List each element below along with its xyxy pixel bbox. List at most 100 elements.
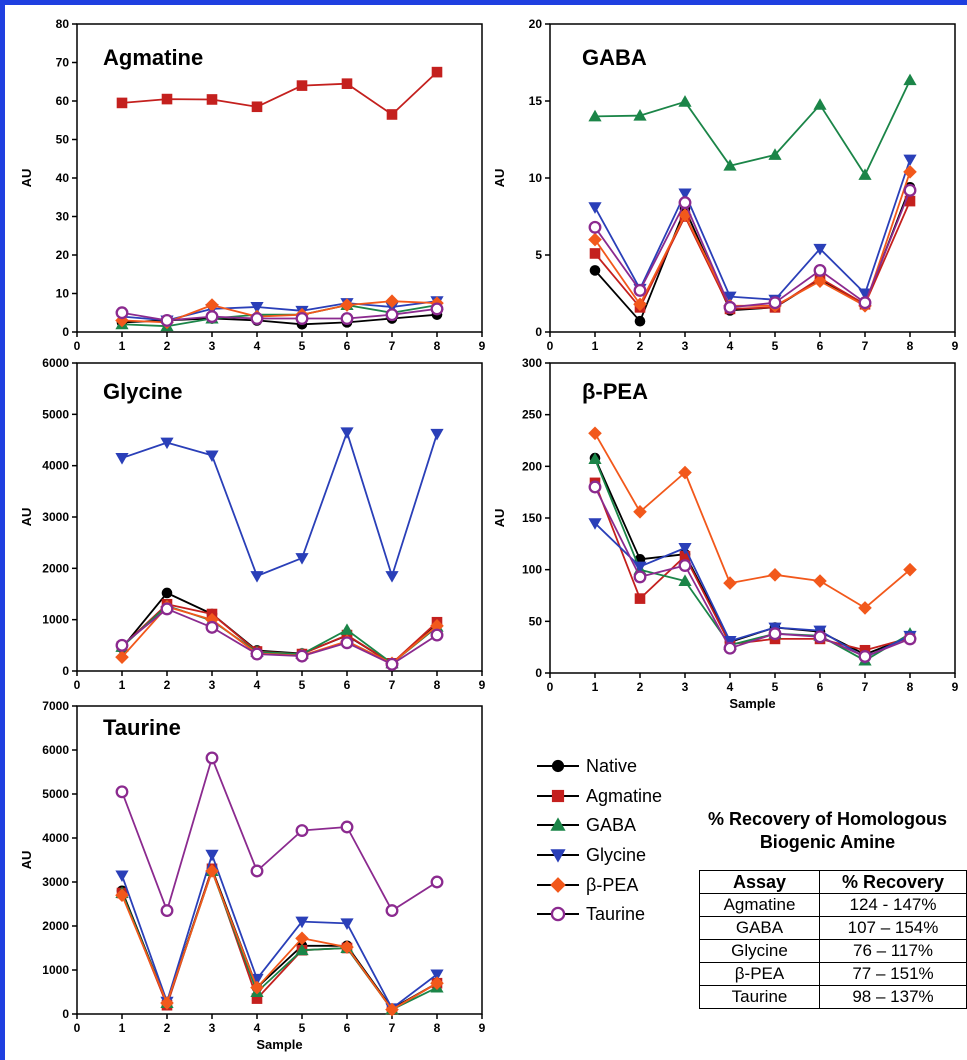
data-point-beta-pea bbox=[385, 1002, 399, 1017]
data-point-beta-pea bbox=[340, 298, 354, 312]
x-tick-label: 0 bbox=[74, 339, 81, 353]
series-line-gaba bbox=[121, 304, 438, 328]
series-line-glycine bbox=[121, 300, 438, 322]
data-point-taurine bbox=[430, 302, 444, 316]
table-row: GABA 107 – 154% bbox=[699, 916, 967, 940]
legend-item-native: Native bbox=[535, 752, 695, 782]
x-tick-label: 1 bbox=[592, 680, 599, 694]
data-point-taurine bbox=[768, 296, 782, 310]
series-line-taurine bbox=[594, 486, 911, 658]
legend-symbol bbox=[550, 849, 566, 863]
x-tick-label: 3 bbox=[209, 1021, 216, 1035]
data-point-beta-pea bbox=[903, 165, 917, 179]
legend-label-native: Native bbox=[586, 756, 638, 776]
y-tick-label: 70 bbox=[56, 56, 70, 70]
data-point-taurine bbox=[723, 300, 737, 314]
legend-label-gaba: GABA bbox=[586, 815, 637, 836]
data-point-beta-pea bbox=[813, 274, 827, 288]
data-point-beta-pea bbox=[115, 313, 129, 328]
data-point-glycine bbox=[160, 437, 174, 450]
x-tick-label: 5 bbox=[299, 678, 306, 692]
legend-marker-agmatine bbox=[537, 789, 579, 802]
y-tick-label: 300 bbox=[522, 356, 542, 370]
data-point-beta-pea bbox=[678, 208, 692, 222]
x-tick-label: 4 bbox=[254, 339, 261, 353]
data-point-gaba bbox=[813, 98, 827, 110]
data-point-glycine bbox=[903, 154, 917, 167]
data-point-taurine bbox=[430, 875, 444, 889]
data-point-taurine bbox=[858, 650, 872, 663]
data-point-beta-pea bbox=[903, 562, 917, 577]
x-tick-label: 0 bbox=[547, 680, 554, 694]
recovery-cell-percent: 124 - 147% bbox=[819, 893, 967, 917]
series-line-glycine bbox=[594, 522, 911, 659]
panel-glycine: 0 1000 2000 3000 4000 5000 6000 0 1 2 3 4 5 6 7 8 9 Glyci… bbox=[19, 356, 486, 692]
legend-symbol bbox=[551, 759, 565, 773]
recovery-title-line2: Biogenic Amine bbox=[759, 832, 896, 852]
x-tick-label: 5 bbox=[772, 339, 779, 353]
data-point-glycine bbox=[430, 969, 444, 981]
data-point-gaba bbox=[340, 623, 354, 635]
data-point-agmatine bbox=[206, 94, 218, 105]
data-point-agmatine bbox=[116, 97, 128, 109]
frame-border-left bbox=[0, 0, 5, 1060]
x-tick-label: 4 bbox=[254, 678, 261, 692]
data-point-glycine bbox=[205, 849, 219, 862]
data-point-agmatine bbox=[296, 80, 308, 91]
series-line-agmatine bbox=[594, 200, 911, 310]
series-line-gaba bbox=[594, 79, 911, 176]
x-tick-label: 3 bbox=[209, 678, 216, 692]
data-point-agmatine bbox=[904, 195, 916, 207]
x-tick-label: 6 bbox=[817, 339, 824, 353]
series-line-taurine bbox=[121, 608, 438, 666]
x-tick-label: 1 bbox=[119, 339, 126, 353]
x-tick-label: 0 bbox=[74, 1021, 81, 1035]
x-tick-label: 5 bbox=[299, 339, 306, 353]
series-line-agmatine bbox=[121, 867, 438, 1011]
x-tick-label: 4 bbox=[727, 680, 734, 694]
data-point-agmatine bbox=[341, 78, 353, 89]
x-tick-label: 3 bbox=[682, 680, 689, 694]
data-point-agmatine bbox=[386, 109, 398, 120]
series-native bbox=[589, 452, 916, 660]
data-point-taurine bbox=[385, 657, 399, 671]
y-tick-label: 0 bbox=[62, 325, 69, 339]
x-tick-label: 8 bbox=[907, 339, 914, 353]
y-axis-label: AU bbox=[19, 508, 34, 527]
legend-symbol bbox=[550, 876, 566, 893]
data-point-glycine bbox=[633, 561, 647, 574]
data-point-taurine bbox=[340, 820, 354, 834]
series-native bbox=[116, 863, 443, 1015]
legend-symbol bbox=[550, 817, 566, 832]
data-point-taurine bbox=[768, 627, 782, 641]
y-tick-label: 4000 bbox=[42, 459, 69, 473]
data-point-gaba bbox=[588, 452, 602, 465]
data-point-taurine bbox=[295, 824, 309, 837]
x-tick-label: 3 bbox=[209, 339, 216, 353]
series-line-agmatine bbox=[121, 71, 438, 116]
x-tick-label: 6 bbox=[344, 339, 351, 353]
data-point-glycine bbox=[430, 428, 444, 441]
x-tick-label: 2 bbox=[637, 680, 644, 694]
x-tick-label: 8 bbox=[434, 678, 441, 692]
panel-title: GABA bbox=[582, 45, 647, 70]
series-beta-pea bbox=[588, 426, 917, 615]
data-point-taurine bbox=[430, 628, 444, 642]
legend-marker-taurine bbox=[537, 907, 579, 922]
data-point-taurine bbox=[633, 570, 647, 584]
data-point-beta-pea bbox=[115, 888, 129, 902]
y-tick-label: 80 bbox=[56, 17, 70, 31]
data-point-taurine bbox=[858, 296, 872, 310]
recovery-cell-assay: Taurine bbox=[699, 985, 820, 1009]
legend-symbol bbox=[551, 789, 565, 802]
recovery-header-row: Assay % Recovery bbox=[699, 870, 967, 894]
y-axis-label: AU bbox=[492, 509, 507, 528]
data-point-glycine bbox=[340, 918, 354, 930]
x-tick-label: 7 bbox=[389, 339, 396, 353]
data-point-taurine bbox=[160, 602, 174, 616]
y-tick-label: 1000 bbox=[42, 613, 69, 627]
data-point-beta-pea bbox=[768, 568, 782, 582]
x-tick-label: 9 bbox=[479, 339, 486, 353]
legend-item-taurine: Taurine bbox=[535, 900, 695, 930]
